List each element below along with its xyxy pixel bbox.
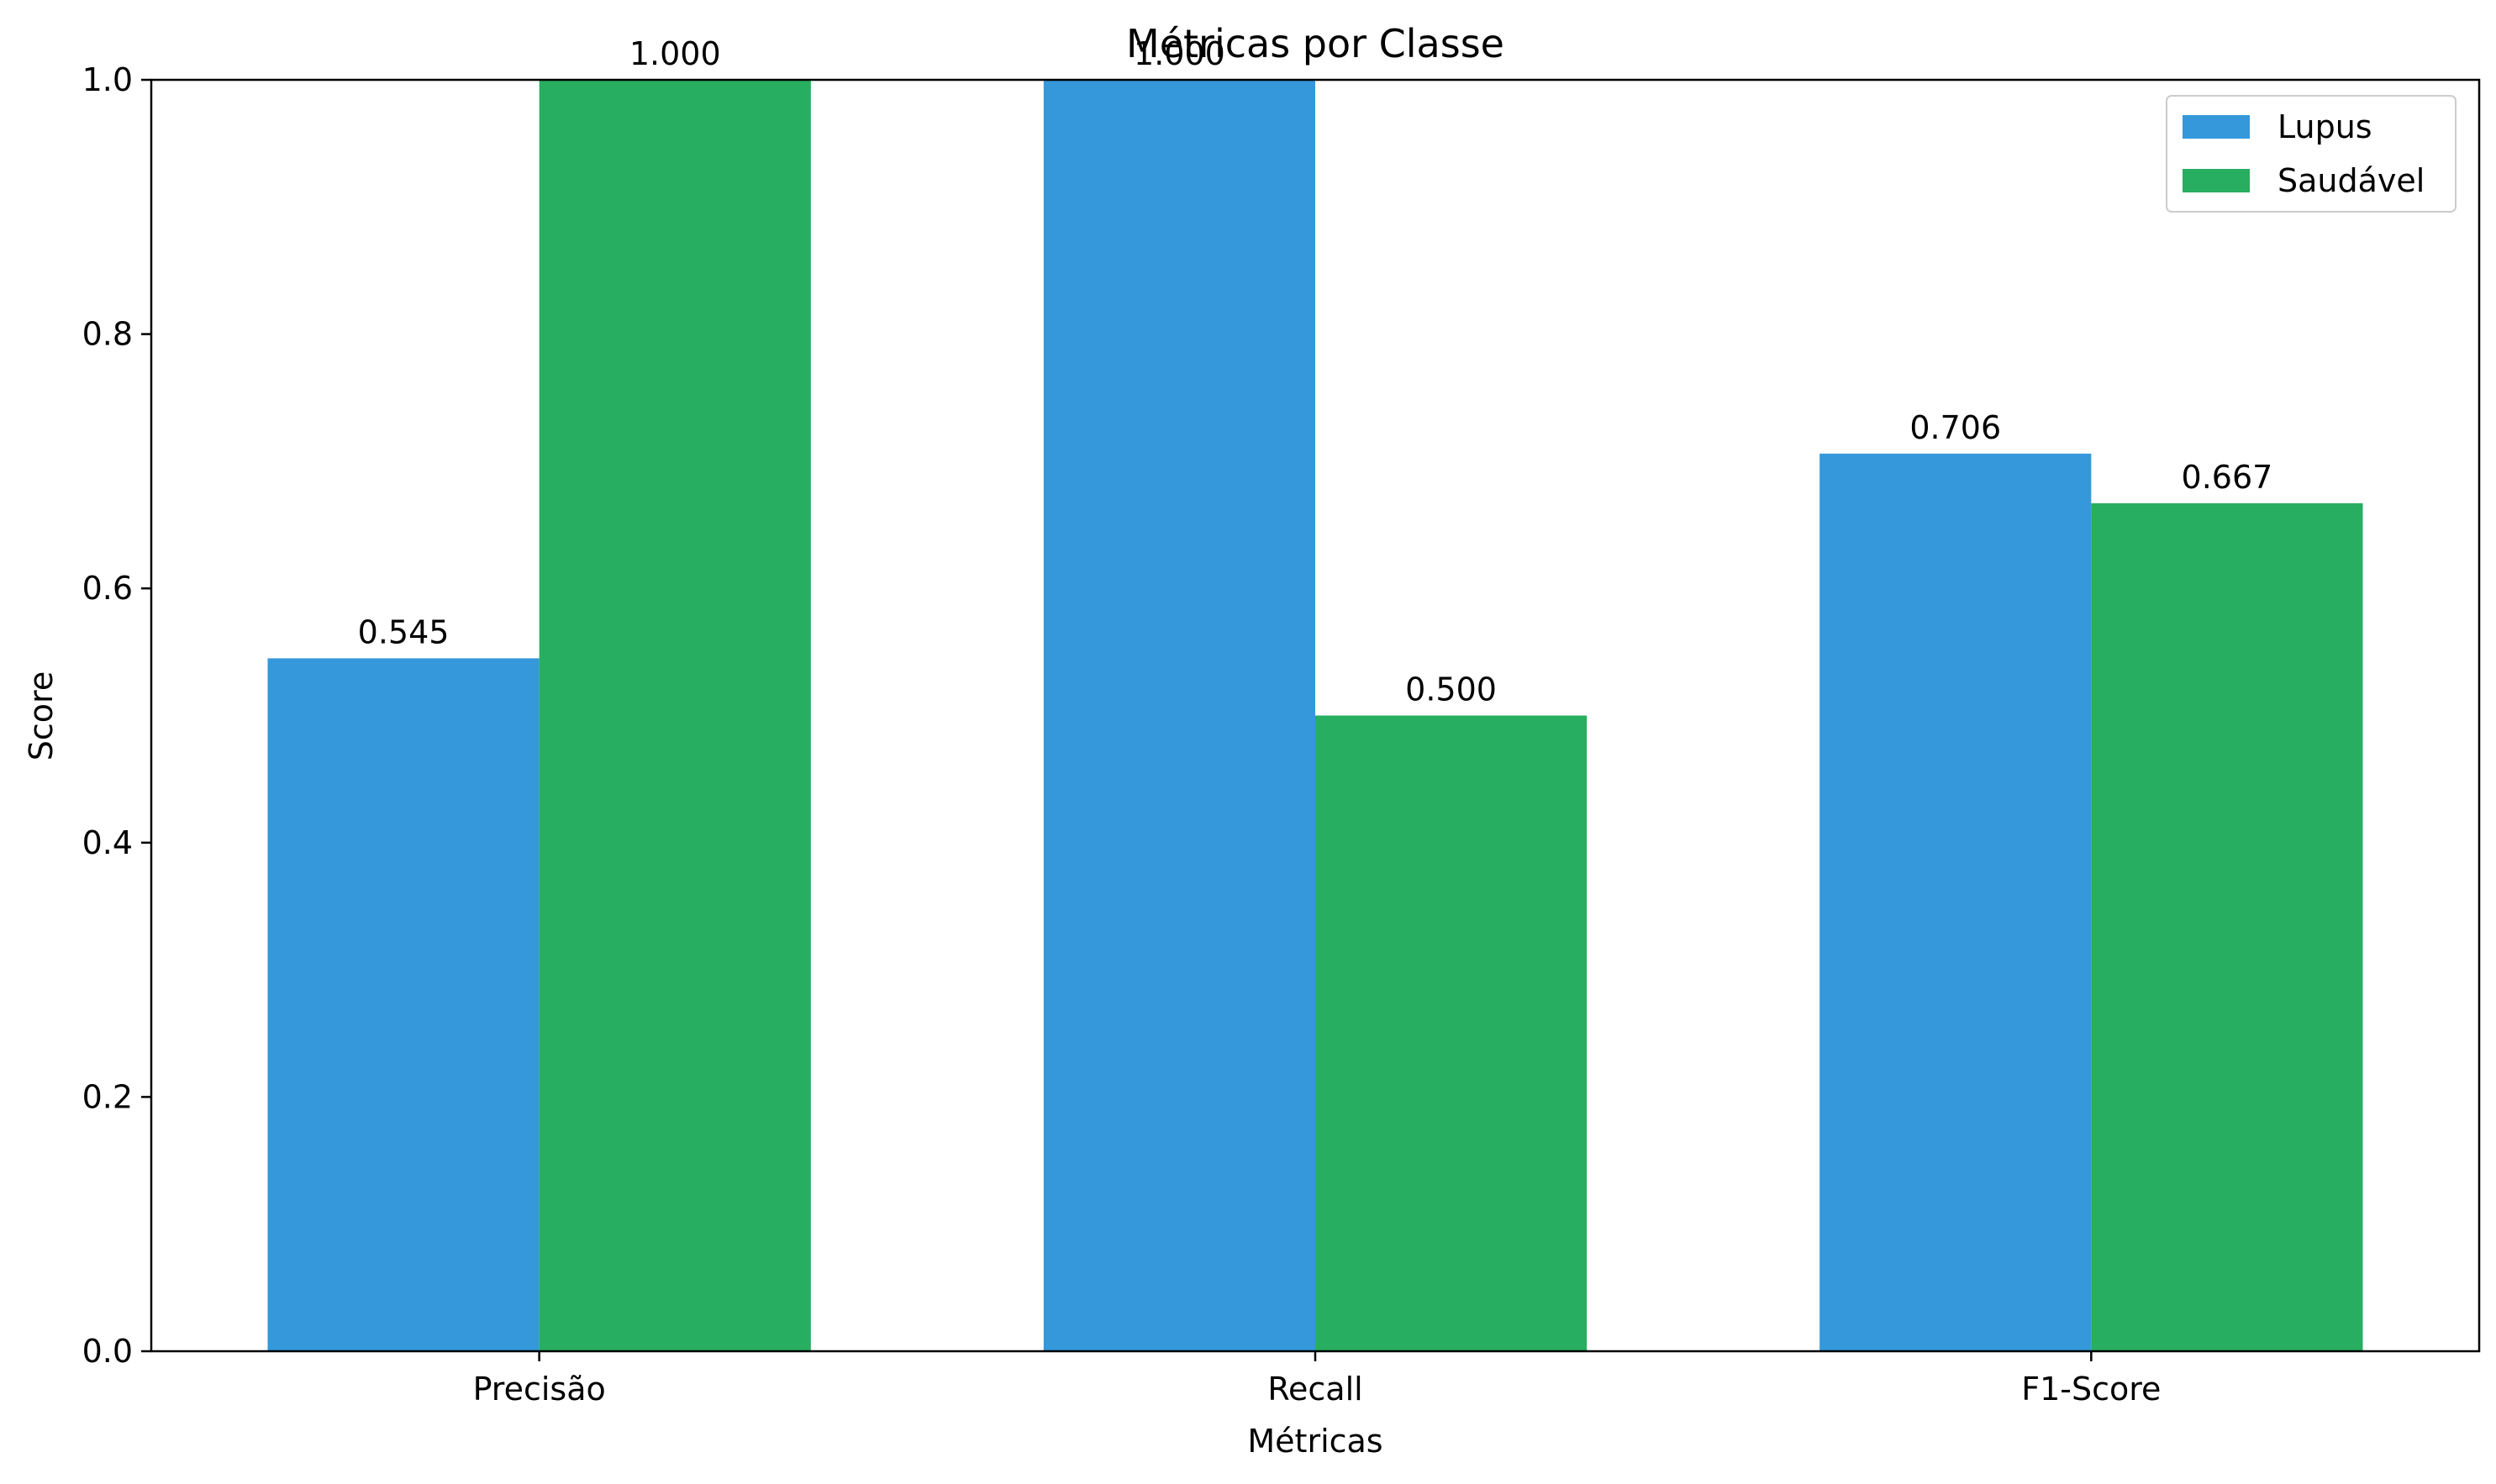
y-tick-label: 0.2	[82, 1078, 133, 1115]
data-label-Lupus-F1-Score: 0.706	[1909, 409, 2001, 446]
data-label-Saudável-F1-Score: 0.667	[2182, 459, 2273, 496]
legend-label-Lupus: Lupus	[2277, 108, 2372, 145]
legend-swatch-Lupus	[2183, 115, 2250, 139]
x-tick-label: Precisão	[473, 1371, 606, 1408]
data-label-Saudável-Precisão: 1.000	[629, 35, 721, 72]
data-labels-layer: 0.545 1.000 0.706 1.000 0.500 0.667	[358, 35, 2273, 708]
bar-Saudável-Recall	[1315, 715, 1588, 1351]
chart-title: Métricas por Classe	[1126, 21, 1504, 66]
bars-layer	[267, 80, 2363, 1351]
y-tick-label: 1.0	[82, 61, 133, 98]
x-tick-label: Recall	[1267, 1371, 1362, 1408]
y-tick-label: 0.8	[82, 316, 133, 353]
y-tick-label: 0.0	[82, 1333, 133, 1370]
legend-swatch-Saudável	[2183, 169, 2250, 192]
y-tick-label: 0.6	[82, 570, 133, 607]
legend-label-Saudável: Saudável	[2277, 162, 2425, 199]
data-label-Lupus-Precisão: 0.545	[358, 613, 450, 650]
data-label-Saudável-Recall: 0.500	[1405, 671, 1497, 708]
bar-Saudável-F1-Score	[2091, 503, 2363, 1351]
y-axis-label: Score	[23, 671, 60, 760]
x-tick-label: F1-Score	[2021, 1371, 2161, 1408]
y-axis: 0.0 0.2 0.4 0.6 0.8 1.0	[82, 61, 151, 1370]
bar-Lupus-Precisão	[267, 658, 540, 1351]
x-axis: Precisão Recall F1-Score	[473, 1351, 2161, 1408]
legend: Lupus Saudável	[2166, 95, 2457, 213]
x-axis-label: Métricas	[1247, 1423, 1382, 1460]
bar-Saudável-Precisão	[539, 80, 811, 1351]
bar-Lupus-F1-Score	[1819, 453, 2092, 1351]
y-tick-label: 0.4	[82, 824, 133, 861]
bar-Lupus-Recall	[1043, 80, 1315, 1351]
data-label-Lupus-Recall: 1.000	[1134, 35, 1225, 72]
